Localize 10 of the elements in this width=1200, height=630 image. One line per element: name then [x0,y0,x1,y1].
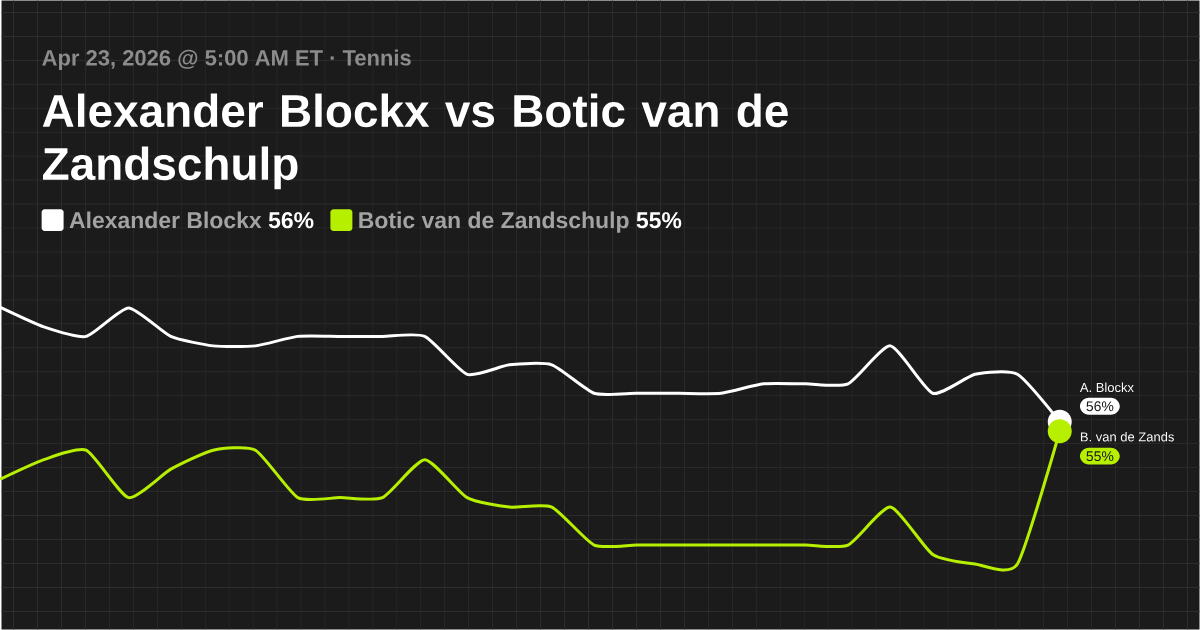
legend-label: Alexander Blockx [69,211,262,229]
annotation: A. Blockx [1079,382,1134,393]
chart-title: Alexander Blockx vs Botic van de Zandschulp [42,93,788,190]
data-label: 56% [1086,401,1114,412]
legend-label: Botic van de Zandschulp [359,211,629,233]
text: 55% [636,212,682,229]
data-label: 55% [1086,451,1114,462]
chart-subtitle: Apr 23, 2026 @ 5:00 AM ET · Tennis [42,49,411,70]
text: B. van de Zands [1080,431,1174,442]
text: 56% [268,212,314,229]
